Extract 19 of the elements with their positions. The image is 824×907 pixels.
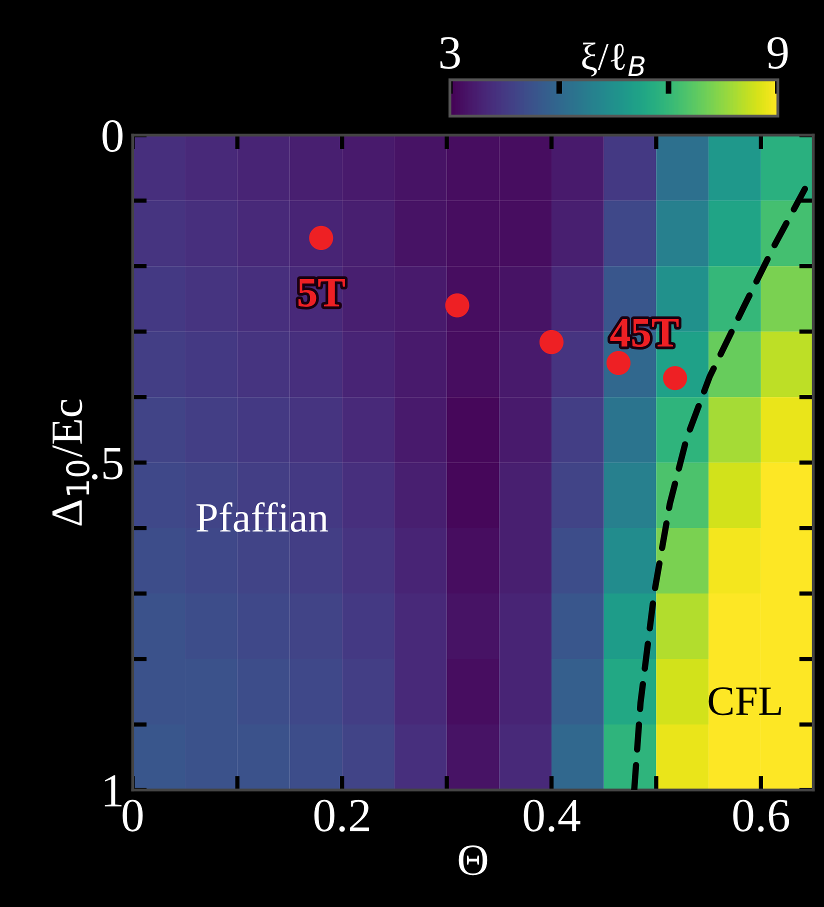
y-tick-label: 0 xyxy=(102,120,123,152)
point xyxy=(663,366,688,390)
point xyxy=(445,293,470,318)
x-axis-title: Θ xyxy=(458,845,488,876)
x-tick-label: 0.6 xyxy=(733,800,790,832)
color-bar-label: 9 xyxy=(768,37,788,69)
y-tick-label: .5 xyxy=(92,448,122,480)
x-tick-label: 0.2 xyxy=(314,800,369,832)
annotation: 5T xyxy=(298,279,345,307)
color-bar-title: ξ/ℓ$_{B}$ xyxy=(582,42,645,77)
y-tick-label: 1 xyxy=(104,775,122,806)
annotation: CFL xyxy=(708,687,781,716)
x-tick-label: 0 xyxy=(122,800,143,832)
y-axis-title: Δ$_{10}$/Ec xyxy=(52,400,90,526)
point xyxy=(539,330,564,354)
x-tick-label: 0.4 xyxy=(524,800,580,832)
color-bar-label: 3 xyxy=(440,37,460,69)
annotation: 45T xyxy=(610,319,679,347)
annotation: Pfaffian xyxy=(196,502,328,532)
